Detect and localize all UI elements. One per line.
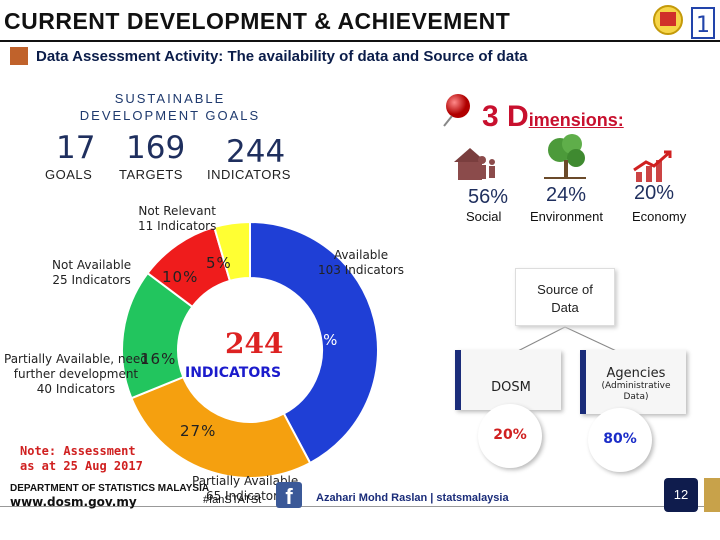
logo-area: 1 [648,2,720,48]
slice-not-relevant [212,220,251,283]
targets-value: 169 [126,130,186,166]
agencies-pct-circle: 80% [588,408,652,472]
label-not-relevant: Not Relevant 11 Indicators [138,204,216,234]
footer-dept: DEPARTMENT OF STATISTICS MALAYSIA [10,483,210,494]
agencies-label: Agencies [606,366,666,381]
page-number: 12 [664,478,698,512]
social-people-icon [454,148,495,180]
dimensions-title-rest: imensions: [528,110,624,130]
economy-label: Economy [632,209,687,224]
label-not-relevant-2: 11 Indicators [138,219,217,233]
label-not-available-2: 25 Indicators [52,273,131,287]
dosm-card: DOSM [455,350,561,410]
economy-growth-icon [633,150,672,182]
sdg-heading-line1: SUSTAINABLE [114,91,226,106]
label-not-relevant-1: Not Relevant [138,204,216,218]
label-partially-need-3: 40 Indicators [36,382,116,396]
pin-ball-icon [443,94,470,127]
svg-text:1: 1 [696,13,710,38]
dimensions-title-big: 3 D [482,100,529,133]
footer-divider [0,506,720,507]
label-partially: Partially Available 65 Indicators [192,474,298,504]
pct-not-available: 10% [162,268,199,286]
label-available: Available 103 Indicators [318,248,404,278]
label-available-1: Available [333,248,389,262]
label-not-available: Not Available 25 Indicators [52,258,131,288]
logo-emblem: 1 [653,5,715,39]
footer-author: Azahari Mohd Raslan | statsmalaysia [316,492,509,504]
agencies-sub2: Data) [623,392,649,402]
label-partially-need-2: further development [13,367,139,381]
slice-available [249,220,379,465]
indicators-label: INDICATORS [207,167,291,182]
page-subtitle: Data Assessment Activity: The availabili… [36,48,528,65]
social-label: Social [466,209,502,224]
donut-center-value: 244 [225,327,284,360]
pct-partially: 27% [180,422,217,440]
goals-label: GOALS [45,167,93,182]
pct-not-relevant: 5% [206,254,232,272]
assessment-note: Note: Assessment as at 25 Aug 2017 [20,444,143,474]
title-divider [0,40,720,42]
facebook-icon[interactable]: f [276,482,302,509]
footer-url[interactable]: www.dosm.gov.my [10,495,137,509]
sdg-heading: SUSTAINABLE DEVELOPMENT GOALS [40,90,300,124]
slice-partially-available [130,375,312,479]
agencies-card: Agencies (Administrative Data) [580,350,686,414]
note-line1: Note: Assessment [20,444,136,458]
social-pct: 56% [468,186,509,208]
dosm-pct-circle: 20% [478,404,542,468]
note-line2: as at 25 Aug 2017 [20,459,143,473]
environment-pct: 24% [546,184,587,206]
label-not-available-1: Not Available [52,258,132,272]
indicator-donut-chart [121,220,379,479]
label-partially-1: Partially Available [192,474,299,488]
label-partially-need-1: Partially Available, need [4,352,148,366]
indicators-value: 244 [226,134,286,170]
footer-accent [704,478,720,512]
label-available-2: 103 Indicators [318,263,404,277]
pct-available: 42% [302,331,339,349]
footer-hashtag: #fanSTATSt [203,494,262,506]
source-box-line1: Source of [537,282,593,297]
dosm-pct: 20% [493,427,527,443]
dimensions-title: 3 Dimensions: [482,100,624,134]
environment-tree-icon [544,134,586,179]
agencies-sub1: (Administrative [601,381,671,391]
source-box-line2: Data [551,300,579,315]
sdg-heading-line2: DEVELOPMENT GOALS [79,108,261,123]
donut-center-label: INDICATORS [185,365,282,381]
page-title: CURRENT DEVELOPMENT & ACHIEVEMENT [4,8,511,34]
label-partially-need: Partially Available, need further develo… [4,352,148,397]
goals-value: 17 [56,130,96,166]
subtitle-bullet [10,47,28,65]
label-partially-2: 65 Indicators [205,489,285,503]
economy-pct: 20% [634,182,675,204]
source-of-data-box: Source of Data [515,268,615,326]
dosm-label: DOSM [491,380,531,395]
targets-label: TARGETS [119,167,183,182]
pct-partially-need: 16% [140,350,177,368]
agencies-pct: 80% [603,431,637,447]
environment-label: Environment [530,209,603,224]
